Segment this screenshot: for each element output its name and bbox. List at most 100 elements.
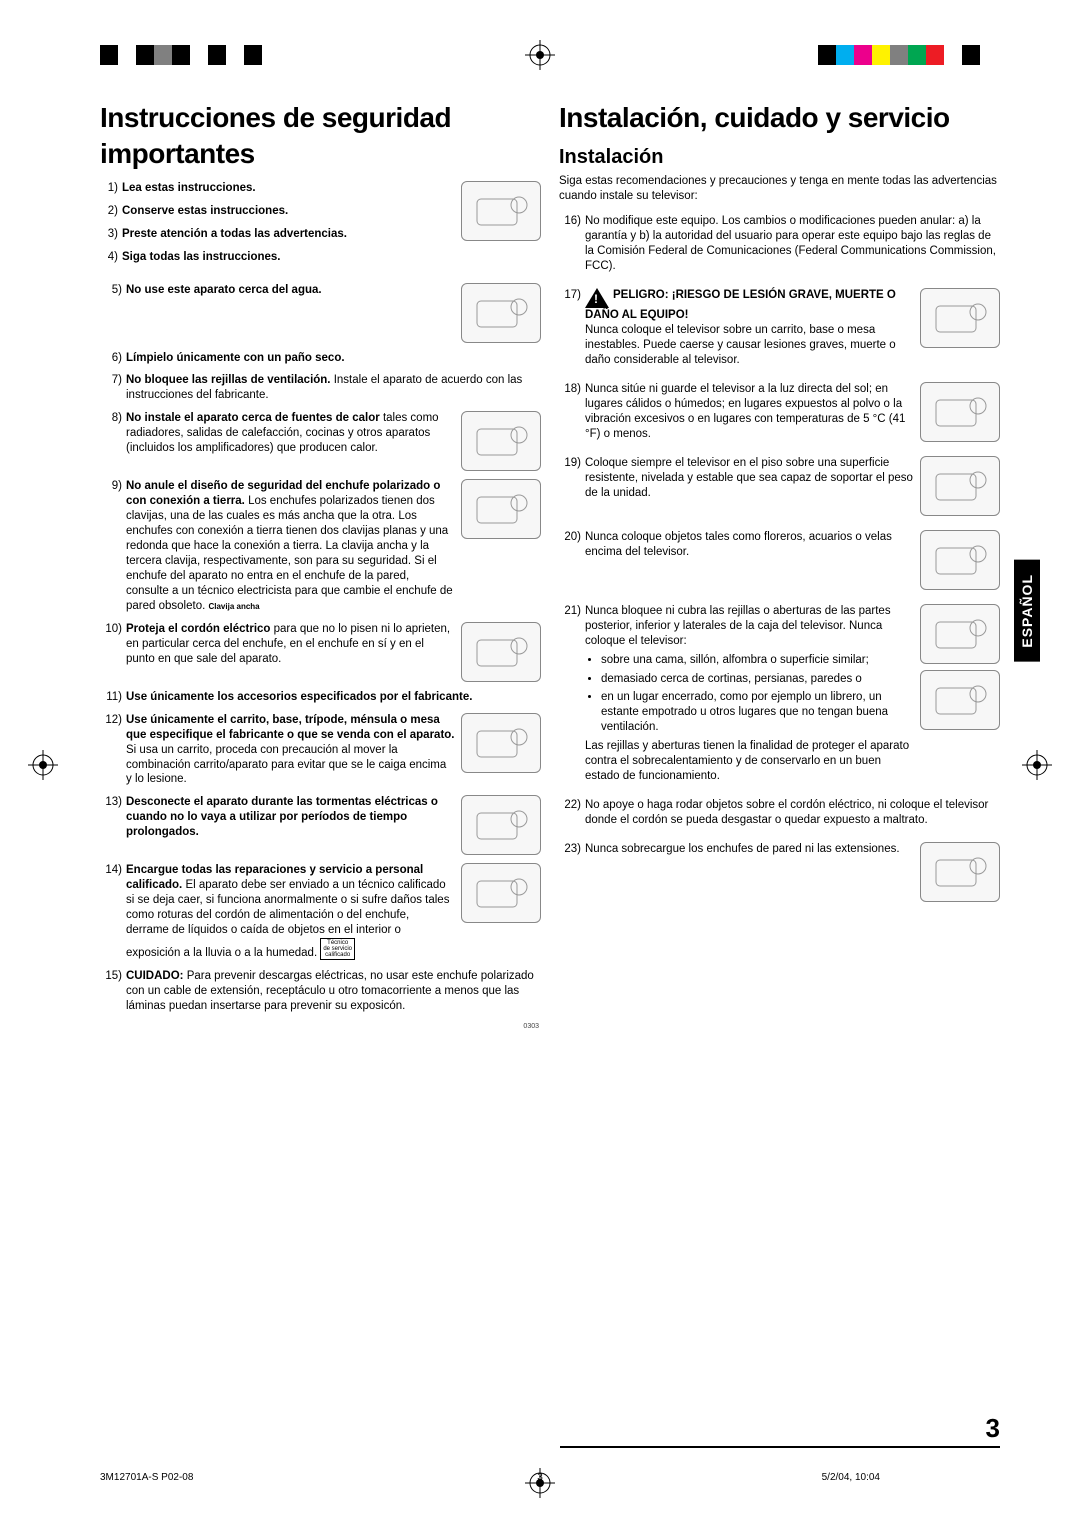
footer-doc-id: 3M12701A-S P02-08 <box>100 1472 193 1483</box>
item-number: 21) <box>559 604 585 619</box>
illustration-icon <box>461 863 541 923</box>
item-number: 15) <box>100 969 126 984</box>
list-item: 19)Coloque siempre el televisor en el pi… <box>559 456 1000 516</box>
illustration-icon <box>920 288 1000 348</box>
item-text: No anule el diseño de seguridad del ench… <box>126 479 455 613</box>
item-number: 2) <box>100 204 122 219</box>
item-text: Use únicamente el carrito, base, trípode… <box>126 713 455 788</box>
list-item: 10)Proteja el cordón eléctrico para que … <box>100 622 541 682</box>
list-item: 14)Encargue todas las reparaciones y ser… <box>100 863 541 961</box>
list-item: 7)No bloquee las rejillas de ventilación… <box>100 373 541 403</box>
item-text: No apoye o haga rodar objetos sobre el c… <box>585 798 1000 828</box>
list-item: 3)Preste atención a todas las advertenci… <box>100 227 455 242</box>
item-number: 4) <box>100 250 122 265</box>
list-item: 6)Límpielo únicamente con un paño seco. <box>100 351 541 366</box>
item-number: 7) <box>100 373 126 388</box>
illustration-icon <box>920 382 1000 442</box>
list-item: 23)Nunca sobrecargue los enchufes de par… <box>559 842 1000 902</box>
item-number: 18) <box>559 382 585 397</box>
item-text: No bloquee las rejillas de ventilación. … <box>126 373 541 403</box>
bullet-list: sobre una cama, sillón, alfombra o super… <box>585 653 914 736</box>
illustration-icon <box>461 622 541 682</box>
illustration-icon <box>920 456 1000 516</box>
bullet-item: en un lugar encerrado, como por ejemplo … <box>601 690 914 735</box>
illustration-icon <box>461 713 541 773</box>
list-item: 22)No apoye o haga rodar objetos sobre e… <box>559 798 1000 828</box>
registration-bw <box>100 45 262 75</box>
list-item: 11)Use únicamente los accesorios especif… <box>100 690 541 705</box>
crosshair-left-icon <box>28 750 58 780</box>
list-item: 16)No modifique este equipo. Los cambios… <box>559 214 1000 274</box>
item-text: Lea estas instrucciones. <box>122 181 455 196</box>
list-item: 5)No use este aparato cerca del agua. <box>100 283 541 343</box>
item-number: 1) <box>100 181 122 196</box>
right-column: Instalación, cuidado y servicio Instalac… <box>559 100 1000 1428</box>
item-text: Siga todas las instrucciones. <box>122 250 455 265</box>
item-text: Preste atención a todas las advertencias… <box>122 227 455 242</box>
item-text: Desconecte el aparato durante las tormen… <box>126 795 455 840</box>
item-text: Nunca bloquee ni cubra las rejillas o ab… <box>585 604 914 784</box>
list-item: 17)PELIGRO: ¡RIESGO DE LESIÓN GRAVE, MUE… <box>559 288 1000 368</box>
item-text: Nunca coloque objetos tales como florero… <box>585 530 914 560</box>
item-tail: Las rejillas y aberturas tienen la final… <box>585 739 914 784</box>
item-number: 14) <box>100 863 126 878</box>
page-content: Instrucciones de seguridad importantes 1… <box>100 100 1000 1428</box>
list-item: 20)Nunca coloque objetos tales como flor… <box>559 530 1000 590</box>
illustration-icon <box>461 795 541 855</box>
right-title: Instalación, cuidado y servicio <box>559 100 1000 136</box>
registration-color <box>818 45 980 75</box>
page-number: 3 <box>560 1413 1000 1448</box>
list-item: 1)Lea estas instrucciones. <box>100 181 455 196</box>
right-intro: Siga estas recomendaciones y precaucione… <box>559 174 1000 204</box>
item-number: 20) <box>559 530 585 545</box>
item-number: 13) <box>100 795 126 810</box>
item-text: Proteja el cordón eléctrico para que no … <box>126 622 455 667</box>
item-text: No use este aparato cerca del agua. <box>126 283 455 298</box>
footer-page: 3 <box>537 1472 543 1483</box>
item-text: Conserve estas instrucciones. <box>122 204 455 219</box>
item-number: 6) <box>100 351 126 366</box>
list-item: 21)Nunca bloquee ni cubra las rejillas o… <box>559 604 1000 784</box>
item-number: 10) <box>100 622 126 637</box>
illustration-icon <box>461 283 541 343</box>
footer-date: 5/2/04, 10:04 <box>822 1472 880 1483</box>
list-item: 18)Nunca sitúe ni guarde el televisor a … <box>559 382 1000 442</box>
item-number: 19) <box>559 456 585 471</box>
item-number: 22) <box>559 798 585 813</box>
item-text: Nunca sitúe ni guarde el televisor a la … <box>585 382 914 442</box>
bullet-item: demasiado cerca de cortinas, persianas, … <box>601 672 914 687</box>
right-subtitle: Instalación <box>559 144 1000 170</box>
list-item: 15)CUIDADO: Para prevenir descargas eléc… <box>100 969 541 1014</box>
language-tab: ESPAÑOL <box>1014 560 1040 662</box>
crosshair-top-icon <box>525 40 555 70</box>
illustration-icon <box>920 604 1000 664</box>
item-text: CUIDADO: Para prevenir descargas eléctri… <box>126 969 541 1014</box>
item-text: Coloque siempre el televisor en el piso … <box>585 456 914 501</box>
left-column: Instrucciones de seguridad importantes 1… <box>100 100 541 1428</box>
warning-triangle-icon <box>585 288 609 308</box>
list-item: 2)Conserve estas instrucciones. <box>100 204 455 219</box>
item-text: Use únicamente los accesorios especifica… <box>126 690 541 705</box>
illustration-icon <box>920 670 1000 730</box>
item-number: 12) <box>100 713 126 728</box>
list-item: 12)Use únicamente el carrito, base, tríp… <box>100 713 541 788</box>
item-number: 3) <box>100 227 122 242</box>
item-number: 23) <box>559 842 585 857</box>
item-number: 17) <box>559 288 585 303</box>
item-text: No instale el aparato cerca de fuentes d… <box>126 411 455 456</box>
item-text: Nunca sobrecargue los enchufes de pared … <box>585 842 914 857</box>
item-number: 5) <box>100 283 126 298</box>
item-number: 8) <box>100 411 126 426</box>
item-number: 11) <box>100 690 126 705</box>
item-text: Límpielo únicamente con un paño seco. <box>126 351 541 366</box>
illustration-icon <box>461 181 541 241</box>
bullet-item: sobre una cama, sillón, alfombra o super… <box>601 653 914 668</box>
illustration-icon <box>920 530 1000 590</box>
illustration-icon <box>461 411 541 471</box>
crosshair-right-icon <box>1022 750 1052 780</box>
list-item: 4)Siga todas las instrucciones. <box>100 250 455 265</box>
list-item: 8)No instale el aparato cerca de fuentes… <box>100 411 541 471</box>
list-item: 13)Desconecte el aparato durante las tor… <box>100 795 541 855</box>
print-code: 0303 <box>100 1022 541 1031</box>
item-text: No modifique este equipo. Los cambios o … <box>585 214 1000 274</box>
